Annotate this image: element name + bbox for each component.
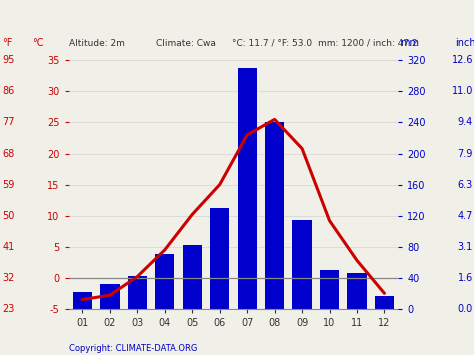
- Text: 7.9: 7.9: [458, 148, 473, 159]
- Bar: [237, 68, 257, 309]
- Text: 68: 68: [2, 148, 15, 159]
- Text: 50: 50: [2, 211, 15, 221]
- Text: 23: 23: [2, 304, 15, 314]
- Text: 3.1: 3.1: [458, 242, 473, 252]
- Text: 77: 77: [2, 118, 15, 127]
- Bar: [210, 208, 229, 309]
- Text: 41: 41: [2, 242, 15, 252]
- Text: Copyright: CLIMATE-DATA.ORG: Copyright: CLIMATE-DATA.ORG: [69, 344, 197, 353]
- Bar: [292, 219, 312, 309]
- Bar: [375, 296, 394, 309]
- Text: mm: mm: [401, 38, 419, 48]
- Bar: [347, 273, 366, 309]
- Text: °C: 11.7 / °F: 53.0: °C: 11.7 / °F: 53.0: [232, 39, 312, 48]
- Text: 59: 59: [2, 180, 15, 190]
- Text: 32: 32: [2, 273, 15, 283]
- Text: 9.4: 9.4: [458, 118, 473, 127]
- Text: 11.0: 11.0: [452, 86, 473, 97]
- Text: °C: °C: [32, 38, 44, 48]
- Text: 1.6: 1.6: [458, 273, 473, 283]
- Text: mm: 1200 / inch: 47.2: mm: 1200 / inch: 47.2: [318, 39, 417, 48]
- Text: Climate: Cwa: Climate: Cwa: [156, 39, 216, 48]
- Bar: [320, 270, 339, 309]
- Text: °F: °F: [2, 38, 13, 48]
- Text: 0.0: 0.0: [458, 304, 473, 314]
- Text: 4.7: 4.7: [458, 211, 473, 221]
- Bar: [182, 245, 202, 309]
- Bar: [73, 292, 92, 309]
- Text: 95: 95: [2, 55, 15, 65]
- Text: 12.6: 12.6: [452, 55, 473, 65]
- Text: 6.3: 6.3: [458, 180, 473, 190]
- Text: Altitude: 2m: Altitude: 2m: [69, 39, 125, 48]
- Bar: [155, 255, 174, 309]
- Text: inch: inch: [455, 38, 474, 48]
- Bar: [100, 284, 119, 309]
- Text: 86: 86: [2, 86, 15, 97]
- Bar: [265, 122, 284, 309]
- Bar: [128, 276, 147, 309]
